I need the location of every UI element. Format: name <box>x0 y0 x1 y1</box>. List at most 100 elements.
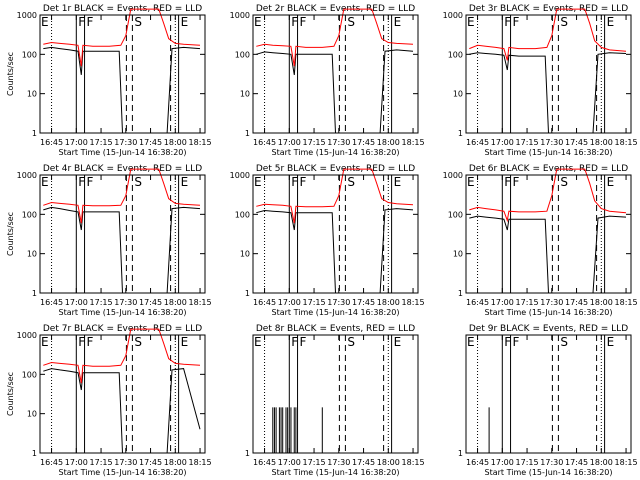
series-lld <box>469 8 627 61</box>
x-tick-label: 17:30 <box>327 458 350 467</box>
panel-title: Det 9r BLACK = Events, RED = LLD <box>469 324 628 334</box>
flag-label-E: E <box>394 15 402 29</box>
x-tick-label: 18:15 <box>615 138 638 147</box>
x-tick-label: 17:15 <box>516 298 539 307</box>
flag-label-F: F <box>291 335 298 349</box>
x-tick-label: 17:45 <box>139 458 162 467</box>
x-tick-label: 17:15 <box>90 298 113 307</box>
y-tick-label: 1000 <box>230 11 250 20</box>
panel-title: Det 5r BLACK = Events, RED = LLD <box>256 164 415 174</box>
series-lld <box>43 168 201 224</box>
x-tick-label: 18:00 <box>377 458 400 467</box>
flag-label-E: E <box>254 335 262 349</box>
flag-label-F: F <box>300 15 307 29</box>
y-tick-label: 1000 <box>17 331 37 340</box>
flag-label-E: E <box>181 175 189 189</box>
y-tick-label: 1000 <box>443 11 463 20</box>
plot-frame <box>252 174 419 294</box>
flag-label-S: S <box>560 335 568 349</box>
x-tick-label: 17:00 <box>278 138 301 147</box>
y-tick-label: 100 <box>235 210 250 219</box>
flag-label-F: F <box>513 335 520 349</box>
x-tick-label: 18:00 <box>590 298 613 307</box>
series-events <box>43 46 201 134</box>
x-tick-label: 17:00 <box>278 298 301 307</box>
x-tick-label: 17:30 <box>327 298 350 307</box>
x-tick-label: 17:15 <box>516 458 539 467</box>
x-tick-label: 17:45 <box>352 138 375 147</box>
x-tick-label: 17:45 <box>139 298 162 307</box>
flag-label-F: F <box>291 175 298 189</box>
x-tick-label: 18:00 <box>164 298 187 307</box>
flag-label-S: S <box>560 175 568 189</box>
x-tick-label: 17:15 <box>90 138 113 147</box>
flag-label-E: E <box>41 335 49 349</box>
x-tick-label: 18:15 <box>615 458 638 467</box>
plot-frame <box>39 334 206 454</box>
x-tick-label: 17:45 <box>352 458 375 467</box>
panel-title: Det 7r BLACK = Events, RED = LLD <box>43 324 202 334</box>
x-tick-label: 18:00 <box>164 138 187 147</box>
panel-title: Det 4r BLACK = Events, RED = LLD <box>43 164 202 174</box>
flag-label-E: E <box>394 175 402 189</box>
x-tick-label: 16:45 <box>253 458 276 467</box>
x-tick-label: 18:00 <box>590 458 613 467</box>
x-tick-label: 17:15 <box>516 138 539 147</box>
x-tick-label: 17:30 <box>540 458 563 467</box>
x-axis-label: Start Time (15-Jun-14 16:38:20) <box>272 148 400 157</box>
flag-label-F: F <box>87 335 94 349</box>
x-tick-label: 17:15 <box>90 458 113 467</box>
y-tick-label: 1 <box>458 129 463 138</box>
y-axis-label: Counts/sec <box>6 372 15 416</box>
x-tick-label: 18:15 <box>189 458 212 467</box>
x-tick-label: 18:15 <box>402 458 425 467</box>
flag-label-S: S <box>347 175 355 189</box>
flag-label-F: F <box>300 335 307 349</box>
flag-label-F: F <box>513 175 520 189</box>
series-events <box>469 215 627 294</box>
x-tick-label: 17:00 <box>491 138 514 147</box>
series-lld <box>256 168 414 224</box>
flag-label-E: E <box>394 335 402 349</box>
x-axis-label: Start Time (15-Jun-14 16:38:20) <box>59 148 187 157</box>
series-events <box>43 206 201 294</box>
flag-label-F: F <box>78 175 85 189</box>
panel-title: Det 1r BLACK = Events, RED = LLD <box>43 4 202 14</box>
x-axis-label: Start Time (15-Jun-14 16:38:20) <box>485 148 613 157</box>
flag-label-F: F <box>87 175 94 189</box>
y-tick-label: 10 <box>453 250 463 259</box>
y-tick-label: 1000 <box>17 11 37 20</box>
plot-frame <box>465 174 632 294</box>
x-tick-label: 17:45 <box>565 458 588 467</box>
flag-label-F: F <box>504 175 511 189</box>
x-tick-label: 17:30 <box>114 138 137 147</box>
plot-frame <box>465 14 632 134</box>
plot-frame <box>39 14 206 134</box>
y-tick-label: 100 <box>22 50 37 59</box>
x-tick-label: 18:00 <box>377 298 400 307</box>
x-tick-label: 17:45 <box>565 298 588 307</box>
flag-label-E: E <box>467 335 475 349</box>
flag-label-F: F <box>87 15 94 29</box>
y-tick-label: 10 <box>27 90 37 99</box>
x-tick-label: 18:15 <box>402 298 425 307</box>
x-tick-label: 17:00 <box>491 458 514 467</box>
y-tick-label: 1000 <box>17 171 37 180</box>
flag-label-E: E <box>181 15 189 29</box>
flag-label-E: E <box>467 175 475 189</box>
x-tick-label: 18:00 <box>377 138 400 147</box>
panel-title: Det 6r BLACK = Events, RED = LLD <box>469 164 628 174</box>
y-tick-label: 10 <box>240 90 250 99</box>
series-lld <box>256 8 414 67</box>
flag-label-F: F <box>300 175 307 189</box>
y-tick-label: 1 <box>245 289 250 298</box>
plot-frame <box>39 174 206 294</box>
